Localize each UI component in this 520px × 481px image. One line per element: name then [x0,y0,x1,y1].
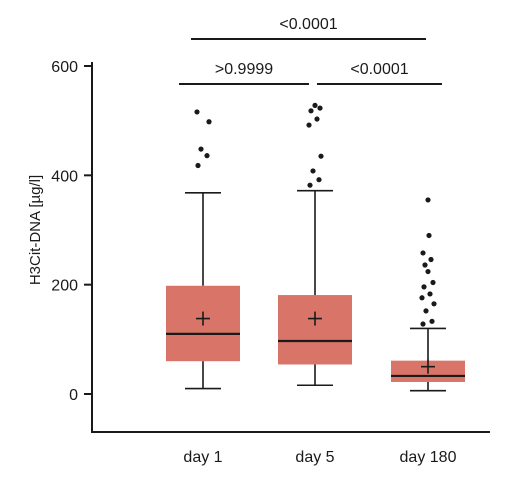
comparison-3: <0.0001 [191,16,426,40]
y-tick-label: 200 [51,278,78,295]
outlier-point [194,109,200,115]
y-tick-label: 600 [51,59,78,76]
outlier-point [423,308,429,314]
x-axis: day 1 day 5 day 180 [183,449,456,466]
y-tick-label: 400 [51,168,78,185]
outlier-point [429,318,435,324]
comparison-p-value: >0.9999 [215,61,273,78]
boxes-layer [166,102,465,392]
y-tick-label: 0 [69,387,78,404]
y-axis-label: H3Cit-DNA [µg/l] [27,175,44,285]
significance-brackets: >0.9999 <0.0001 <0.0001 [179,16,442,85]
outlier-point [206,119,212,125]
box-group-1 [166,109,240,390]
box-iqr [278,295,352,365]
box-group-3 [391,197,465,392]
outlier-point [430,279,436,286]
outlier-point [422,262,428,268]
y-axis: 0 200 400 600 [51,59,490,433]
axis-frame [91,62,490,433]
outlier-point [316,177,322,183]
outlier-point [198,146,204,152]
comparison-1: >0.9999 [179,61,309,85]
outlier-point [317,105,323,111]
outlier-point [420,250,426,256]
outlier-point [426,232,432,239]
outlier-point [427,291,433,297]
outlier-point [307,182,313,188]
outlier-point [431,301,437,307]
comparison-2: <0.0001 [317,61,442,85]
outlier-point [425,268,431,275]
outlier-point [308,108,314,114]
comparison-p-value: <0.0001 [279,16,337,33]
outlier-point [318,153,324,159]
comparison-p-value: <0.0001 [350,61,408,78]
outlier-point [428,256,434,263]
outlier-point [420,321,426,327]
outlier-point [421,284,427,290]
outlier-point [419,295,425,301]
outlier-point [310,168,316,174]
x-category-label: day 1 [183,449,222,466]
outlier-point [312,102,318,108]
outlier-point [314,116,320,122]
x-category-label: day 180 [400,449,457,466]
outlier-point [306,122,312,128]
x-category-label: day 5 [295,449,334,466]
outlier-point [204,153,210,159]
outlier-point [425,197,431,203]
outlier-point [195,162,201,169]
box-group-2 [278,102,352,387]
